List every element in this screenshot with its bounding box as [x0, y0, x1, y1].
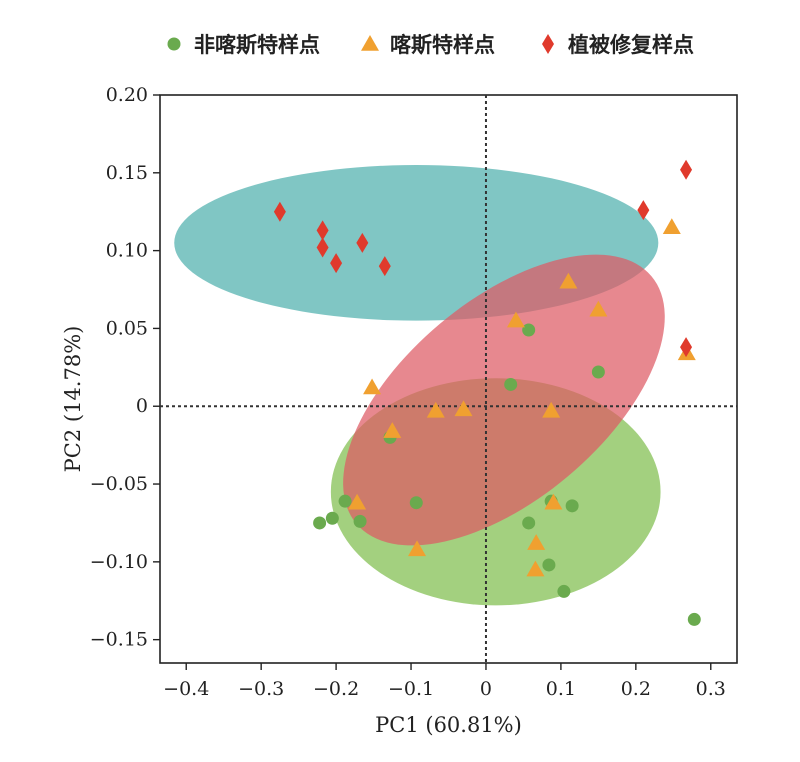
- x-axis: −0.4 −0.3 −0.2 −0.1 0 0.1 0.2 0.3: [163, 663, 726, 700]
- series-diamond: [273, 159, 693, 358]
- triangle-point: [662, 218, 681, 235]
- circle-point: [591, 365, 605, 379]
- diamond-point: [378, 256, 391, 277]
- diamond-point: [680, 337, 693, 358]
- circle-point: [313, 516, 327, 530]
- x-tick-label: 0.1: [546, 678, 576, 700]
- legend-circle-icon: [167, 37, 181, 51]
- circle-point: [325, 511, 339, 525]
- x-tick-label: −0.4: [163, 678, 209, 700]
- y-tick-label: 0.15: [106, 162, 148, 184]
- circle-point: [542, 558, 556, 572]
- circle-point: [504, 377, 518, 391]
- diamond-point: [273, 201, 286, 222]
- data-points: [273, 159, 701, 626]
- y-axis: 0.20 0.15 0.10 0.05 0 −0.05 −0.10 −0.15: [90, 84, 160, 651]
- legend-diamond-icon: [542, 34, 554, 54]
- x-tick-label: 0.2: [621, 678, 651, 700]
- triangle-point: [506, 311, 525, 328]
- legend-label: 非喀斯特样点: [194, 33, 320, 57]
- legend-item-2: 喀斯特样点: [361, 33, 495, 57]
- legend-triangle-icon: [361, 35, 379, 51]
- confidence-ellipse-3: [343, 254, 665, 546]
- y-axis-title: PC2 (14.78%): [61, 326, 85, 473]
- legend-label: 植被修复样点: [568, 33, 694, 57]
- triangle-point: [426, 401, 445, 418]
- circle-point: [522, 516, 536, 530]
- diamond-point: [330, 253, 343, 274]
- triangle-point: [544, 493, 563, 510]
- diamond-point: [316, 220, 329, 241]
- confidence-ellipses: [174, 165, 665, 606]
- triangle-point: [383, 422, 402, 438]
- series-triangle: [348, 218, 696, 577]
- x-tick-label: 0.3: [696, 678, 726, 700]
- legend-label: 喀斯特样点: [390, 33, 495, 57]
- y-tick-label: −0.10: [90, 551, 148, 573]
- circle-point: [522, 323, 536, 337]
- triangle-point: [559, 272, 578, 289]
- y-tick-label: 0.20: [106, 84, 148, 106]
- legend: 非喀斯特样点 喀斯特样点 植被修复样点: [167, 33, 694, 57]
- y-tick-label: 0.10: [106, 240, 148, 262]
- x-tick-label: −0.1: [388, 678, 434, 700]
- diamond-point: [680, 159, 693, 180]
- circle-point: [687, 612, 701, 626]
- diamond-point: [637, 200, 650, 221]
- y-tick-label: −0.05: [90, 473, 148, 495]
- triangle-point: [527, 534, 546, 550]
- triangle-point: [363, 378, 382, 395]
- triangle-point: [526, 560, 545, 577]
- y-tick-label: 0.05: [106, 317, 148, 339]
- y-tick-label: −0.15: [90, 629, 148, 651]
- circle-point: [338, 494, 352, 508]
- x-tick-label: −0.3: [238, 678, 284, 700]
- triangle-point: [542, 401, 561, 418]
- triangle-point: [348, 493, 367, 510]
- diamond-point: [356, 232, 369, 253]
- legend-item-3: 植被修复样点: [542, 33, 694, 57]
- triangle-point: [454, 400, 473, 417]
- plot-frame: [159, 94, 738, 664]
- diamond-point: [316, 237, 329, 258]
- x-tick-label: 0: [480, 678, 492, 700]
- triangle-point: [589, 300, 608, 317]
- legend-item-1: 非喀斯特样点: [167, 33, 320, 57]
- reference-lines: [160, 95, 737, 663]
- y-tick-label: 0: [136, 395, 148, 417]
- x-tick-label: −0.2: [313, 678, 359, 700]
- x-axis-title: PC1 (60.81%): [375, 713, 522, 737]
- circle-point: [353, 514, 367, 528]
- circle-point: [409, 496, 423, 510]
- circle-point: [565, 499, 579, 513]
- circle-point: [557, 584, 571, 598]
- triangle-point: [408, 540, 427, 557]
